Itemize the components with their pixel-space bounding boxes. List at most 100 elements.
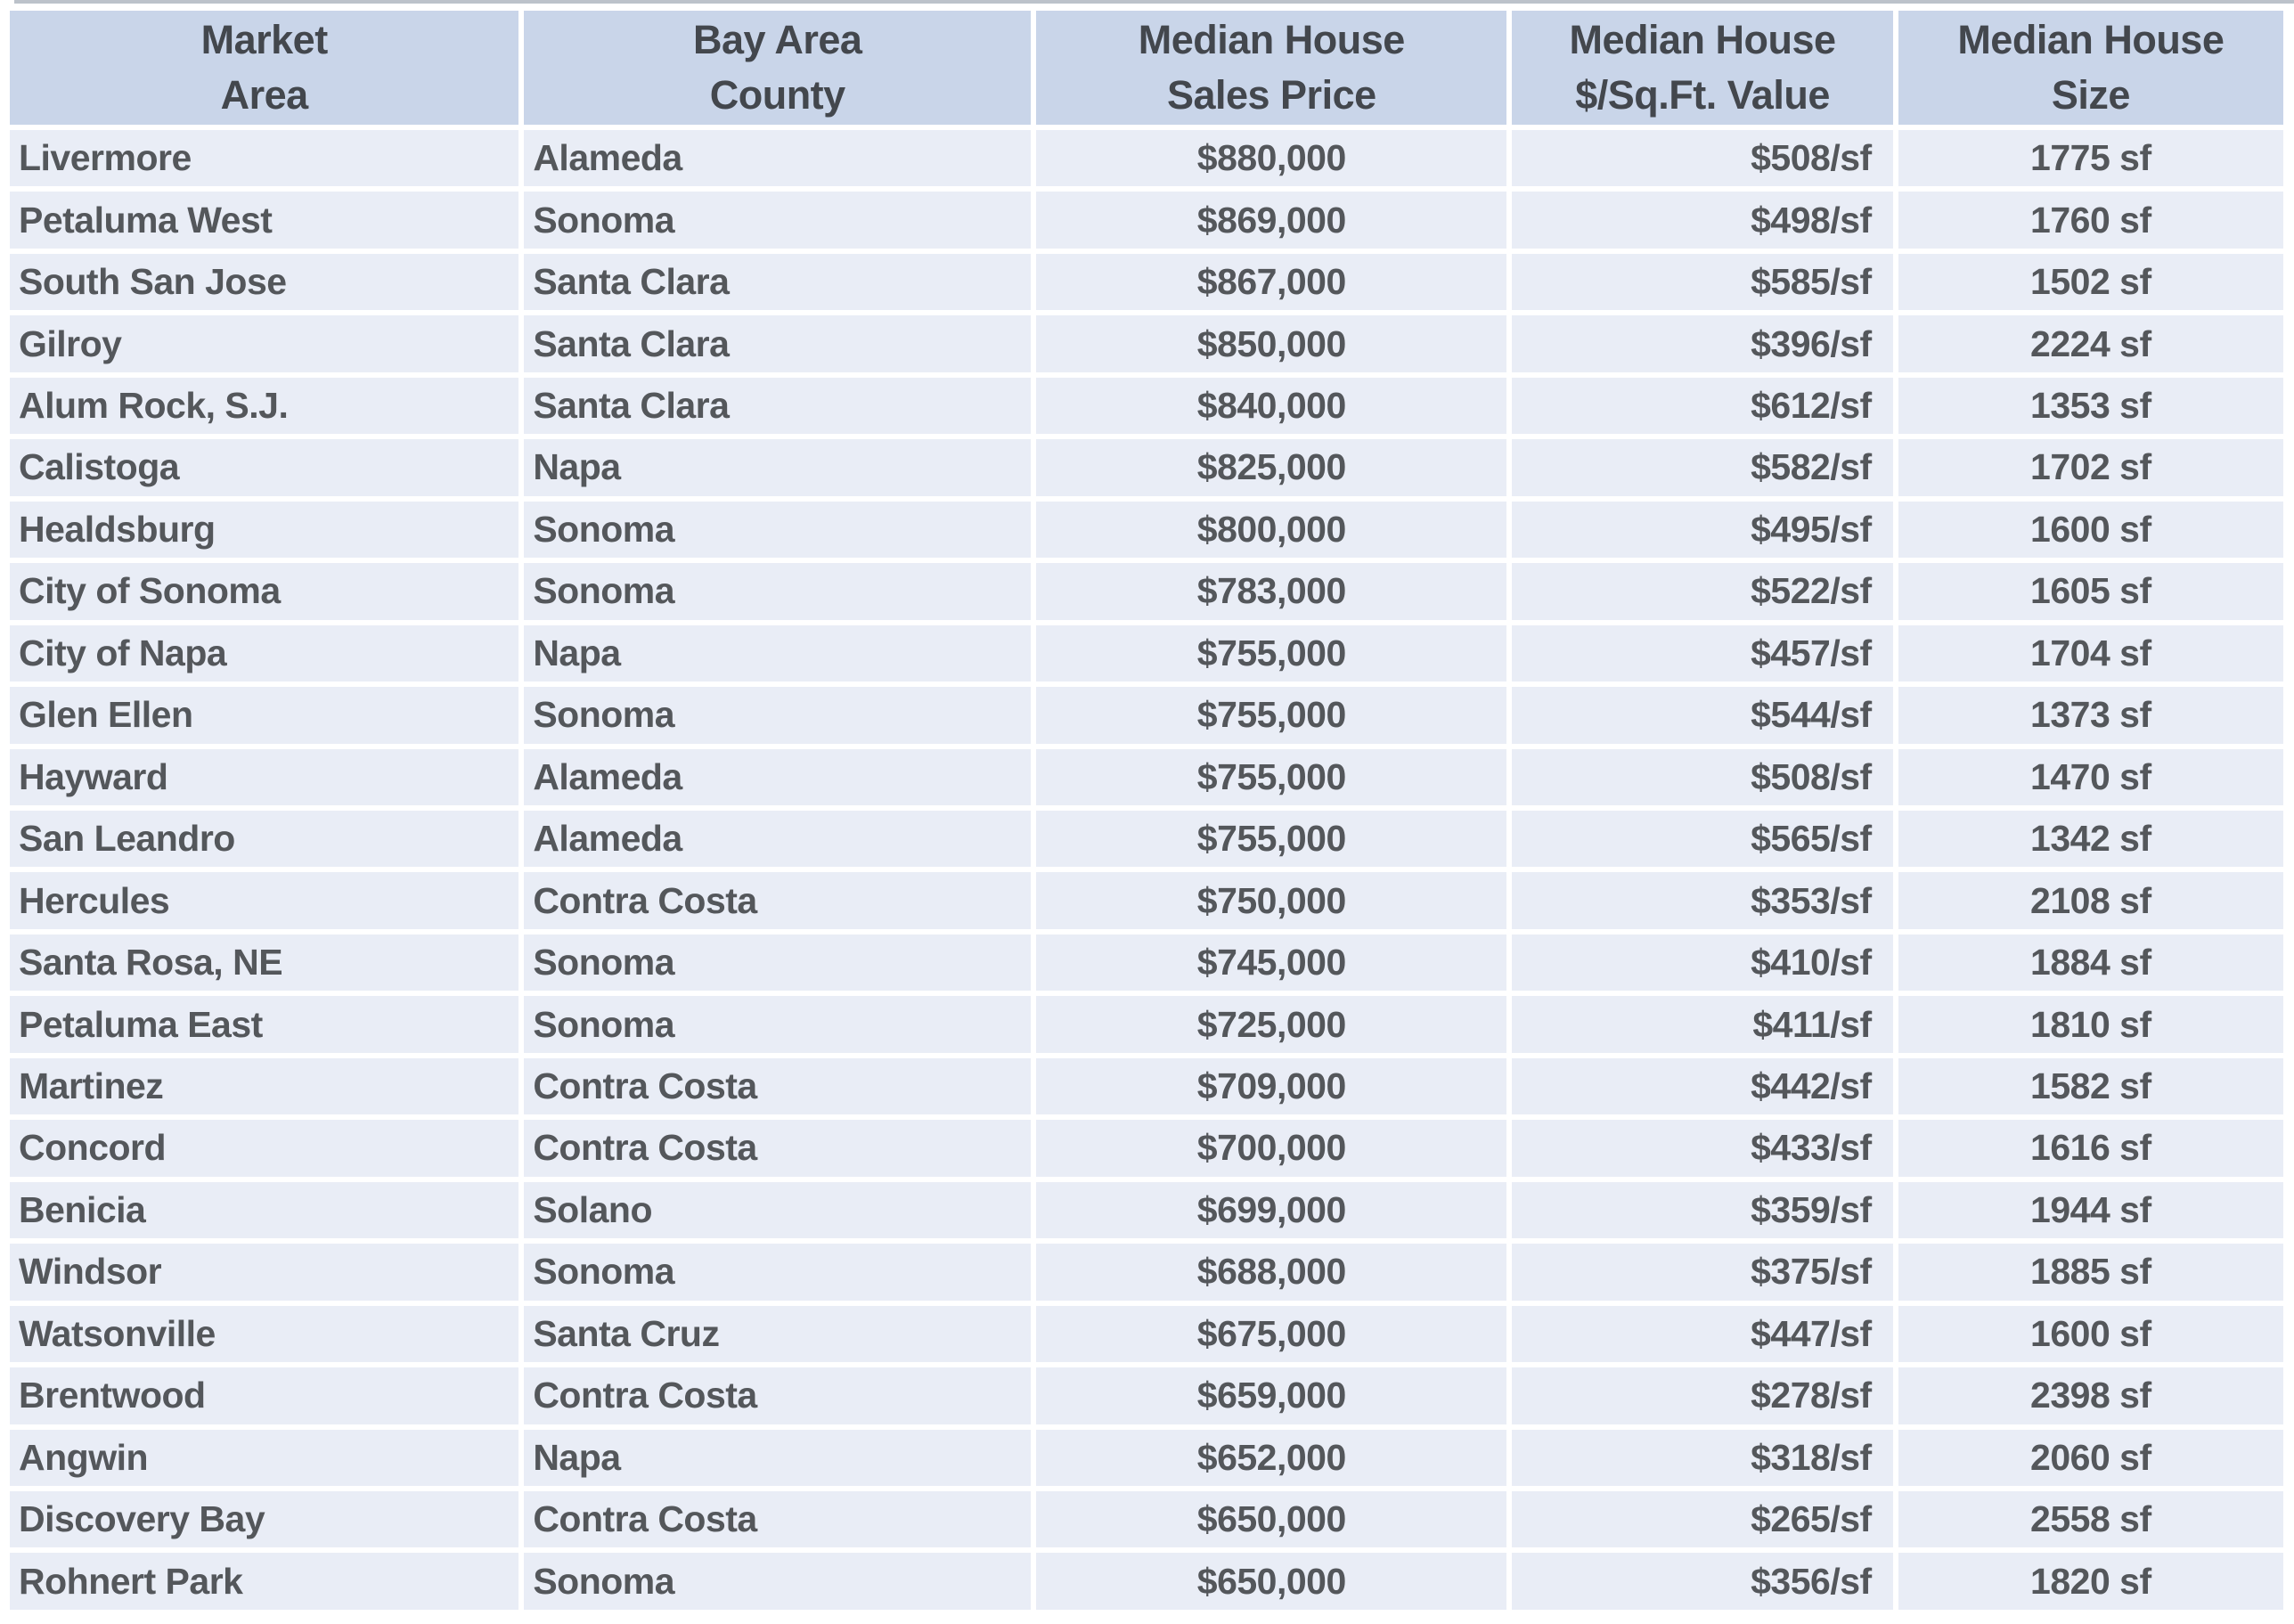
cell-area: Glen Ellen xyxy=(10,687,519,744)
cell-ppsf: $433/sf xyxy=(1512,1120,1893,1177)
cell-area: Rohnert Park xyxy=(10,1553,519,1610)
table-row: Watsonville Santa Cruz $675,000 $447/sf 1600… xyxy=(10,1305,2283,1363)
cell-area: Angwin xyxy=(10,1429,519,1486)
cell-area: South San Jose xyxy=(10,253,519,311)
cell-size: 1600 sf xyxy=(1898,1305,2283,1363)
cell-price: $650,000 xyxy=(1036,1553,1507,1610)
cell-size: 1353 sf xyxy=(1898,377,2283,435)
cell-county: Contra Costa xyxy=(524,1057,1032,1115)
cell-price: $688,000 xyxy=(1036,1244,1507,1301)
column-header-size: Median House Size xyxy=(1898,11,2283,125)
cell-ppsf: $411/sf xyxy=(1512,996,1893,1053)
cell-size: 1704 sf xyxy=(1898,624,2283,682)
cell-price: $850,000 xyxy=(1036,315,1507,372)
cell-price: $783,000 xyxy=(1036,563,1507,620)
cell-price: $700,000 xyxy=(1036,1120,1507,1177)
cell-price: $745,000 xyxy=(1036,934,1507,992)
cell-ppsf: $318/sf xyxy=(1512,1429,1893,1486)
cell-price: $750,000 xyxy=(1036,872,1507,929)
cell-price: $650,000 xyxy=(1036,1490,1507,1548)
table-row: Concord Contra Costa $700,000 $433/sf 1616 s… xyxy=(10,1120,2283,1177)
cell-ppsf: $544/sf xyxy=(1512,687,1893,744)
cell-county: Sonoma xyxy=(524,687,1032,744)
cell-size: 1502 sf xyxy=(1898,253,2283,311)
cell-area: Alum Rock, S.J. xyxy=(10,377,519,435)
cell-area: Benicia xyxy=(10,1181,519,1239)
header-row: Market Area Bay Area County Median House Sale… xyxy=(10,11,2283,125)
cell-county: Sonoma xyxy=(524,1244,1032,1301)
cell-ppsf: $585/sf xyxy=(1512,253,1893,311)
cell-area: Gilroy xyxy=(10,315,519,372)
cell-county: Napa xyxy=(524,1429,1032,1486)
cell-size: 1760 sf xyxy=(1898,192,2283,249)
cell-price: $800,000 xyxy=(1036,501,1507,559)
cell-area: Calistoga xyxy=(10,439,519,496)
cell-ppsf: $495/sf xyxy=(1512,501,1893,559)
cell-ppsf: $375/sf xyxy=(1512,1244,1893,1301)
cell-size: 1884 sf xyxy=(1898,934,2283,992)
cell-county: Contra Costa xyxy=(524,1120,1032,1177)
cell-ppsf: $278/sf xyxy=(1512,1367,1893,1424)
cell-area: Martinez xyxy=(10,1057,519,1115)
cell-price: $869,000 xyxy=(1036,192,1507,249)
cell-area: Windsor xyxy=(10,1244,519,1301)
cell-size: 2060 sf xyxy=(1898,1429,2283,1486)
table-header: Market Area Bay Area County Median House Sale… xyxy=(10,11,2283,125)
column-header-area: Market Area xyxy=(10,11,519,125)
cell-county: Sonoma xyxy=(524,996,1032,1053)
table-row: Calistoga Napa $825,000 $582/sf 1702 sf xyxy=(10,439,2283,496)
table-row: Martinez Contra Costa $709,000 $442/sf 1582 … xyxy=(10,1057,2283,1115)
cell-area: Discovery Bay xyxy=(10,1490,519,1548)
table-row: Benicia Solano $699,000 $359/sf 1944 sf xyxy=(10,1181,2283,1239)
cell-ppsf: $410/sf xyxy=(1512,934,1893,992)
table-row: Healdsburg Sonoma $800,000 $495/sf 1600 sf xyxy=(10,501,2283,559)
column-header-price: Median House Sales Price xyxy=(1036,11,1507,125)
cell-area: Healdsburg xyxy=(10,501,519,559)
cell-ppsf: $612/sf xyxy=(1512,377,1893,435)
cell-ppsf: $508/sf xyxy=(1512,130,1893,187)
cell-county: Santa Cruz xyxy=(524,1305,1032,1363)
cell-ppsf: $265/sf xyxy=(1512,1490,1893,1548)
cell-size: 2108 sf xyxy=(1898,872,2283,929)
table-row: Alum Rock, S.J. Santa Clara $840,000 $612/s… xyxy=(10,377,2283,435)
cell-ppsf: $457/sf xyxy=(1512,624,1893,682)
cell-ppsf: $359/sf xyxy=(1512,1181,1893,1239)
cell-county: Contra Costa xyxy=(524,872,1032,929)
cell-price: $755,000 xyxy=(1036,624,1507,682)
cell-size: 1470 sf xyxy=(1898,748,2283,805)
housing-market-table: Market Area Bay Area County Median House Sale… xyxy=(4,5,2289,1615)
cell-size: 1605 sf xyxy=(1898,563,2283,620)
cell-county: Alameda xyxy=(524,810,1032,868)
cell-price: $880,000 xyxy=(1036,130,1507,187)
cell-price: $825,000 xyxy=(1036,439,1507,496)
table-row: Windsor Sonoma $688,000 $375/sf 1885 sf xyxy=(10,1244,2283,1301)
table-row: Hayward Alameda $755,000 $508/sf 1470 sf xyxy=(10,748,2283,805)
cell-county: Santa Clara xyxy=(524,253,1032,311)
table-row: San Leandro Alameda $755,000 $565/sf 1342 sf xyxy=(10,810,2283,868)
cell-area: Petaluma East xyxy=(10,996,519,1053)
cell-county: Alameda xyxy=(524,130,1032,187)
cell-price: $709,000 xyxy=(1036,1057,1507,1115)
table-row: Petaluma East Sonoma $725,000 $411/sf 1810 s… xyxy=(10,996,2283,1053)
cell-ppsf: $356/sf xyxy=(1512,1553,1893,1610)
cell-area: Santa Rosa, NE xyxy=(10,934,519,992)
cell-size: 1702 sf xyxy=(1898,439,2283,496)
cell-area: Concord xyxy=(10,1120,519,1177)
cell-price: $755,000 xyxy=(1036,748,1507,805)
table-row: Glen Ellen Sonoma $755,000 $544/sf 1373 sf xyxy=(10,687,2283,744)
column-header-county: Bay Area County xyxy=(524,11,1032,125)
cell-ppsf: $442/sf xyxy=(1512,1057,1893,1115)
cell-ppsf: $353/sf xyxy=(1512,872,1893,929)
cell-area: Watsonville xyxy=(10,1305,519,1363)
table-row: Santa Rosa, NE Sonoma $745,000 $410/sf 1884 … xyxy=(10,934,2283,992)
table-row: Angwin Napa $652,000 $318/sf 2060 sf xyxy=(10,1429,2283,1486)
table-row: Hercules Contra Costa $750,000 $353/sf 2108 … xyxy=(10,872,2283,929)
table-row: Discovery Bay Contra Costa $650,000 $265/sf… xyxy=(10,1490,2283,1548)
cell-price: $755,000 xyxy=(1036,810,1507,868)
cell-county: Sonoma xyxy=(524,934,1032,992)
cell-county: Napa xyxy=(524,439,1032,496)
cell-area: City of Sonoma xyxy=(10,563,519,620)
table-row: Rohnert Park Sonoma $650,000 $356/sf 1820 sf xyxy=(10,1553,2283,1610)
cell-area: Hercules xyxy=(10,872,519,929)
cell-size: 2398 sf xyxy=(1898,1367,2283,1424)
